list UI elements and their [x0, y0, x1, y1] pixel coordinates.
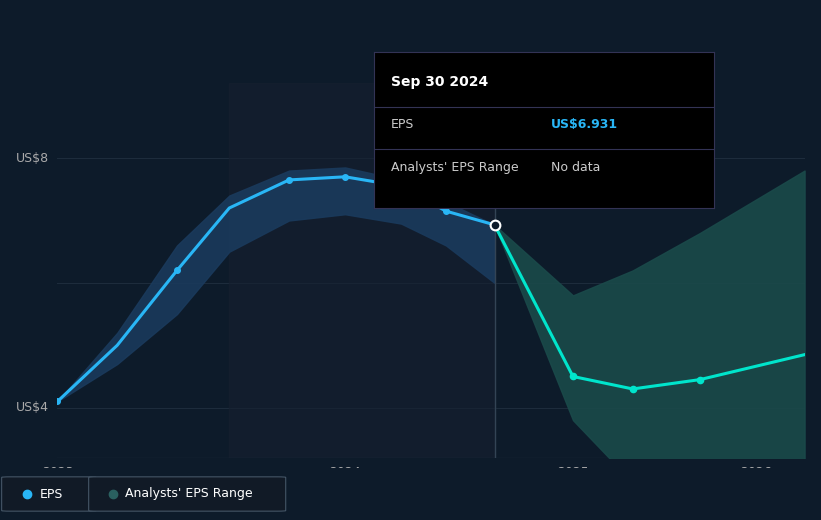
Text: EPS: EPS: [39, 488, 62, 500]
Text: US$8: US$8: [16, 151, 48, 164]
Text: No data: No data: [551, 161, 600, 174]
Text: Sep 30 2024: Sep 30 2024: [391, 75, 488, 89]
Text: Analysts' EPS Range: Analysts' EPS Range: [125, 488, 252, 500]
Text: US$6.931: US$6.931: [551, 118, 618, 131]
FancyBboxPatch shape: [89, 477, 286, 511]
Text: Actual: Actual: [449, 107, 488, 120]
Text: Analysts Forecasts: Analysts Forecasts: [503, 107, 620, 120]
Text: US$4: US$4: [16, 401, 48, 414]
Text: Analysts' EPS Range: Analysts' EPS Range: [391, 161, 518, 174]
Text: EPS: EPS: [391, 118, 414, 131]
FancyBboxPatch shape: [2, 477, 96, 511]
Bar: [229, 83, 494, 458]
